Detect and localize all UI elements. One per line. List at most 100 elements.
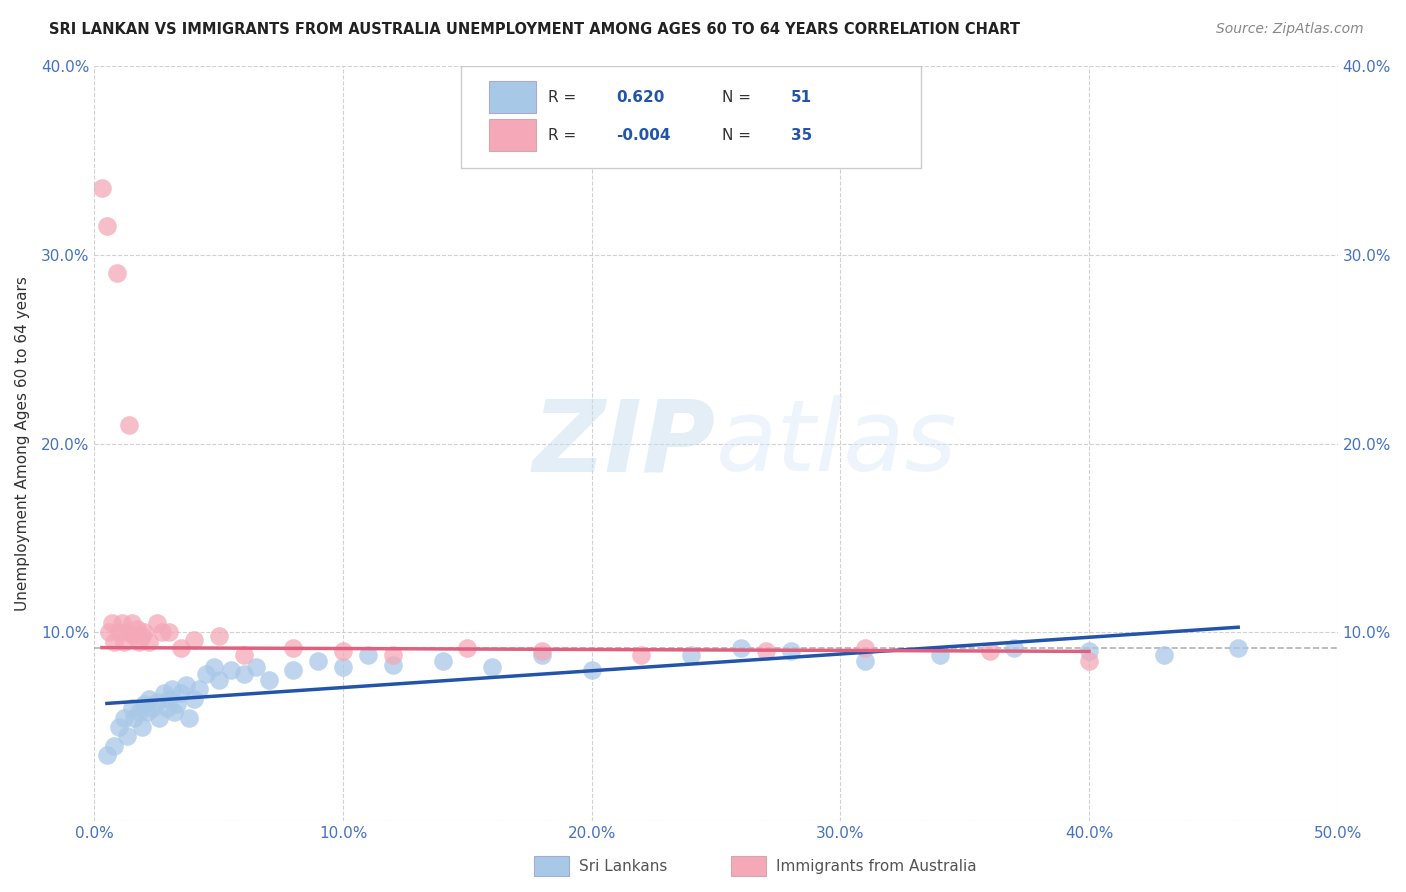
Point bbox=[118, 417, 141, 432]
Point bbox=[283, 663, 305, 677]
Point bbox=[202, 659, 225, 673]
Text: Sri Lankans: Sri Lankans bbox=[579, 859, 668, 873]
Point bbox=[98, 625, 121, 640]
Point bbox=[105, 267, 128, 281]
Point bbox=[257, 673, 280, 687]
Point bbox=[122, 629, 145, 643]
Point bbox=[138, 691, 160, 706]
Point bbox=[121, 615, 143, 630]
Point bbox=[135, 705, 157, 719]
Text: R =: R = bbox=[548, 90, 581, 105]
Point bbox=[121, 701, 143, 715]
Point bbox=[145, 695, 167, 709]
Text: ZIP: ZIP bbox=[533, 395, 716, 492]
Point bbox=[1227, 640, 1250, 655]
Text: N =: N = bbox=[723, 128, 756, 143]
Point bbox=[183, 691, 205, 706]
Point bbox=[232, 648, 254, 662]
Point bbox=[145, 615, 167, 630]
Point bbox=[176, 678, 198, 692]
Point bbox=[1153, 648, 1175, 662]
Point bbox=[112, 635, 135, 649]
Point bbox=[101, 615, 124, 630]
Point bbox=[134, 625, 156, 640]
Point bbox=[90, 181, 112, 195]
Point bbox=[166, 698, 188, 712]
Point bbox=[148, 710, 170, 724]
Point bbox=[681, 648, 703, 662]
Point bbox=[157, 625, 180, 640]
Point bbox=[115, 730, 138, 744]
Point bbox=[128, 635, 150, 649]
Point bbox=[357, 648, 380, 662]
Text: 0.620: 0.620 bbox=[617, 90, 665, 105]
Point bbox=[150, 625, 173, 640]
Point bbox=[979, 644, 1001, 658]
Point bbox=[125, 622, 148, 636]
Point bbox=[530, 644, 553, 658]
Point bbox=[208, 629, 231, 643]
Text: 51: 51 bbox=[790, 90, 811, 105]
Point bbox=[112, 710, 135, 724]
Point bbox=[96, 219, 118, 234]
Text: N =: N = bbox=[723, 90, 756, 105]
Point bbox=[170, 686, 193, 700]
Point bbox=[1078, 644, 1101, 658]
Point bbox=[122, 710, 145, 724]
Point bbox=[219, 663, 242, 677]
Text: SRI LANKAN VS IMMIGRANTS FROM AUSTRALIA UNEMPLOYMENT AMONG AGES 60 TO 64 YEARS C: SRI LANKAN VS IMMIGRANTS FROM AUSTRALIA … bbox=[49, 22, 1021, 37]
Point bbox=[163, 705, 186, 719]
Text: R =: R = bbox=[548, 128, 581, 143]
Point bbox=[160, 682, 183, 697]
Point bbox=[481, 659, 503, 673]
Point bbox=[283, 640, 305, 655]
Text: 35: 35 bbox=[790, 128, 811, 143]
Point bbox=[581, 663, 603, 677]
Point bbox=[1002, 640, 1025, 655]
Point bbox=[307, 654, 329, 668]
Point bbox=[630, 648, 652, 662]
Text: Immigrants from Australia: Immigrants from Australia bbox=[776, 859, 977, 873]
Point bbox=[332, 659, 354, 673]
Point bbox=[245, 659, 267, 673]
Point bbox=[332, 644, 354, 658]
Point bbox=[456, 640, 478, 655]
Point bbox=[141, 701, 163, 715]
Point bbox=[755, 644, 778, 658]
Point bbox=[131, 629, 153, 643]
Point bbox=[530, 648, 553, 662]
Point bbox=[779, 644, 801, 658]
Point bbox=[103, 739, 125, 753]
Point bbox=[108, 625, 131, 640]
Y-axis label: Unemployment Among Ages 60 to 64 years: Unemployment Among Ages 60 to 64 years bbox=[15, 277, 30, 611]
Point bbox=[155, 701, 177, 715]
Point bbox=[187, 682, 209, 697]
Point bbox=[157, 691, 180, 706]
Point bbox=[131, 720, 153, 734]
FancyBboxPatch shape bbox=[488, 81, 536, 113]
Point bbox=[103, 635, 125, 649]
Point bbox=[170, 640, 193, 655]
Point bbox=[1078, 654, 1101, 668]
Point bbox=[183, 633, 205, 648]
Point bbox=[232, 667, 254, 681]
Text: Source: ZipAtlas.com: Source: ZipAtlas.com bbox=[1216, 22, 1364, 37]
Point bbox=[111, 615, 134, 630]
Point bbox=[134, 698, 156, 712]
Point bbox=[853, 654, 876, 668]
Point bbox=[153, 686, 176, 700]
Point bbox=[432, 654, 454, 668]
Point bbox=[853, 640, 876, 655]
Point bbox=[177, 710, 200, 724]
Point bbox=[115, 625, 138, 640]
Text: atlas: atlas bbox=[716, 395, 957, 492]
Point bbox=[96, 748, 118, 763]
Point bbox=[138, 635, 160, 649]
Point bbox=[195, 667, 218, 681]
FancyBboxPatch shape bbox=[488, 120, 536, 151]
Point bbox=[928, 648, 950, 662]
Point bbox=[208, 673, 231, 687]
FancyBboxPatch shape bbox=[461, 66, 921, 168]
Point bbox=[108, 720, 131, 734]
Text: -0.004: -0.004 bbox=[617, 128, 671, 143]
